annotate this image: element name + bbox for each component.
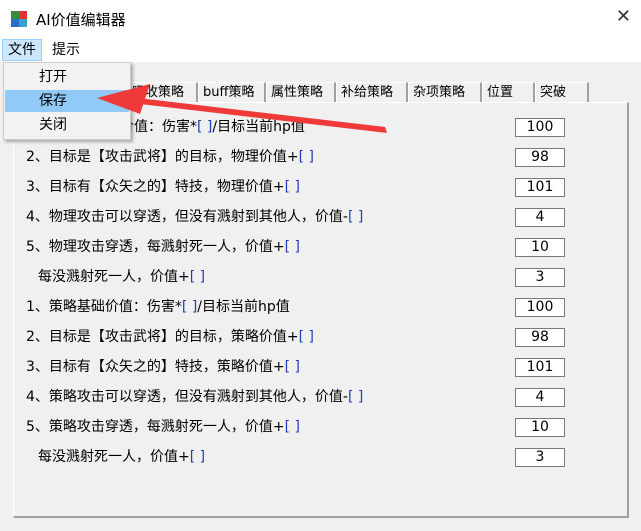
label-text: 4、策略攻击可以穿透，但没有溅射到其他人，价值-	[26, 389, 348, 405]
placeholder-bracket: [ ]	[347, 389, 364, 405]
label-tail: /目标当前hp值	[212, 119, 305, 135]
setting-label: 4、物理攻击可以穿透，但没有溅射到其他人，价值-[ ]	[26, 207, 363, 227]
setting-label: 5、物理攻击穿透，每溅射死一人，价值+[ ]	[26, 237, 300, 257]
tab-position[interactable]: 位置	[482, 82, 535, 102]
tab-buff[interactable]: buff策略	[198, 82, 266, 102]
menu-bar: 文件 提示	[0, 38, 641, 62]
setting-label: 价值：伤害*[ ]/目标当前hp值	[120, 117, 305, 137]
placeholder-bracket: [ ]	[298, 329, 315, 345]
value-input[interactable]: 4	[515, 388, 565, 407]
placeholder-bracket: [ ]	[284, 359, 301, 375]
value-input[interactable]: 3	[515, 268, 565, 287]
placeholder-bracket: [ ]	[298, 149, 315, 165]
menu-item-close[interactable]: 关闭	[39, 117, 67, 133]
value-input[interactable]: 100	[515, 298, 565, 317]
placeholder-bracket: [ ]	[181, 299, 198, 315]
file-dropdown-menu: 打开 保存 关闭	[3, 62, 131, 140]
value-input[interactable]: 101	[515, 358, 565, 377]
label-text: 1、策略基础价值：伤害*	[26, 299, 182, 315]
tab-supply[interactable]: 补给策略	[336, 82, 408, 102]
tab-absorb[interactable]: 吸收策略	[127, 82, 198, 102]
label-text: 5、物理攻击穿透，每溅射死一人，价值+	[26, 239, 285, 255]
setting-label: 2、目标是【攻击武将】的目标，策略价值+[ ]	[26, 327, 314, 347]
close-button[interactable]: ✕	[615, 6, 631, 27]
value-input[interactable]: 3	[515, 448, 565, 467]
label-text: 3、目标有【众矢之的】特技，物理价值+	[26, 179, 285, 195]
tab-misc[interactable]: 杂项策略	[408, 82, 482, 102]
menu-item-save[interactable]: 保存	[5, 90, 129, 112]
setting-label: 1、策略基础价值：伤害*[ ]/目标当前hp值	[26, 297, 290, 317]
label-text: 2、目标是【攻击武将】的目标，策略价值+	[26, 329, 299, 345]
label-text: 3、目标有【众矢之的】特技，策略价值+	[26, 359, 285, 375]
value-input[interactable]: 98	[515, 328, 565, 347]
placeholder-bracket: [ ]	[189, 269, 206, 285]
label-text: 每没溅射死一人，价值+	[38, 269, 190, 285]
label-text: 5、策略攻击穿透，每溅射死一人，价值+	[26, 419, 285, 435]
setting-label: 2、目标是【攻击武将】的目标，物理价值+[ ]	[26, 147, 314, 167]
value-input[interactable]: 4	[515, 208, 565, 227]
tab-attribute[interactable]: 属性策略	[266, 82, 336, 102]
setting-label: 5、策略攻击穿透，每溅射死一人，价值+[ ]	[26, 417, 300, 437]
label-text: 每没溅射死一人，价值+	[38, 449, 190, 465]
value-input[interactable]: 10	[515, 238, 565, 257]
title-bar: AI价值编辑器 ✕	[0, 0, 641, 38]
placeholder-bracket: [ ]	[347, 209, 364, 225]
app-icon	[11, 11, 27, 27]
value-input[interactable]: 100	[515, 118, 565, 137]
setting-label: 3、目标有【众矢之的】特技，物理价值+[ ]	[26, 177, 300, 197]
label-text: 4、物理攻击可以穿透，但没有溅射到其他人，价值-	[26, 209, 348, 225]
window-title: AI价值编辑器	[36, 11, 126, 29]
menu-item-open[interactable]: 打开	[39, 69, 67, 85]
placeholder-bracket: [ ]	[284, 419, 301, 435]
label-tail: /目标当前hp值	[197, 299, 290, 315]
setting-label: 每没溅射死一人，价值+[ ]	[38, 447, 205, 467]
placeholder-bracket: [ ]	[284, 179, 301, 195]
label-text: 价值：伤害*	[120, 119, 197, 135]
setting-label: 3、目标有【众矢之的】特技，策略价值+[ ]	[26, 357, 300, 377]
placeholder-bracket: [ ]	[284, 239, 301, 255]
value-input[interactable]: 101	[515, 178, 565, 197]
setting-label: 4、策略攻击可以穿透，但没有溅射到其他人，价值-[ ]	[26, 387, 363, 407]
placeholder-bracket: [ ]	[189, 449, 206, 465]
value-input[interactable]: 98	[515, 148, 565, 167]
label-text: 2、目标是【攻击武将】的目标，物理价值+	[26, 149, 299, 165]
placeholder-bracket: [ ]	[197, 119, 213, 135]
tab-breakthrough[interactable]: 突破	[535, 82, 589, 102]
value-input[interactable]: 10	[515, 418, 565, 437]
menu-file[interactable]: 文件	[2, 39, 42, 61]
menu-hint[interactable]: 提示	[52, 42, 80, 58]
setting-label: 每没溅射死一人，价值+[ ]	[38, 267, 205, 287]
